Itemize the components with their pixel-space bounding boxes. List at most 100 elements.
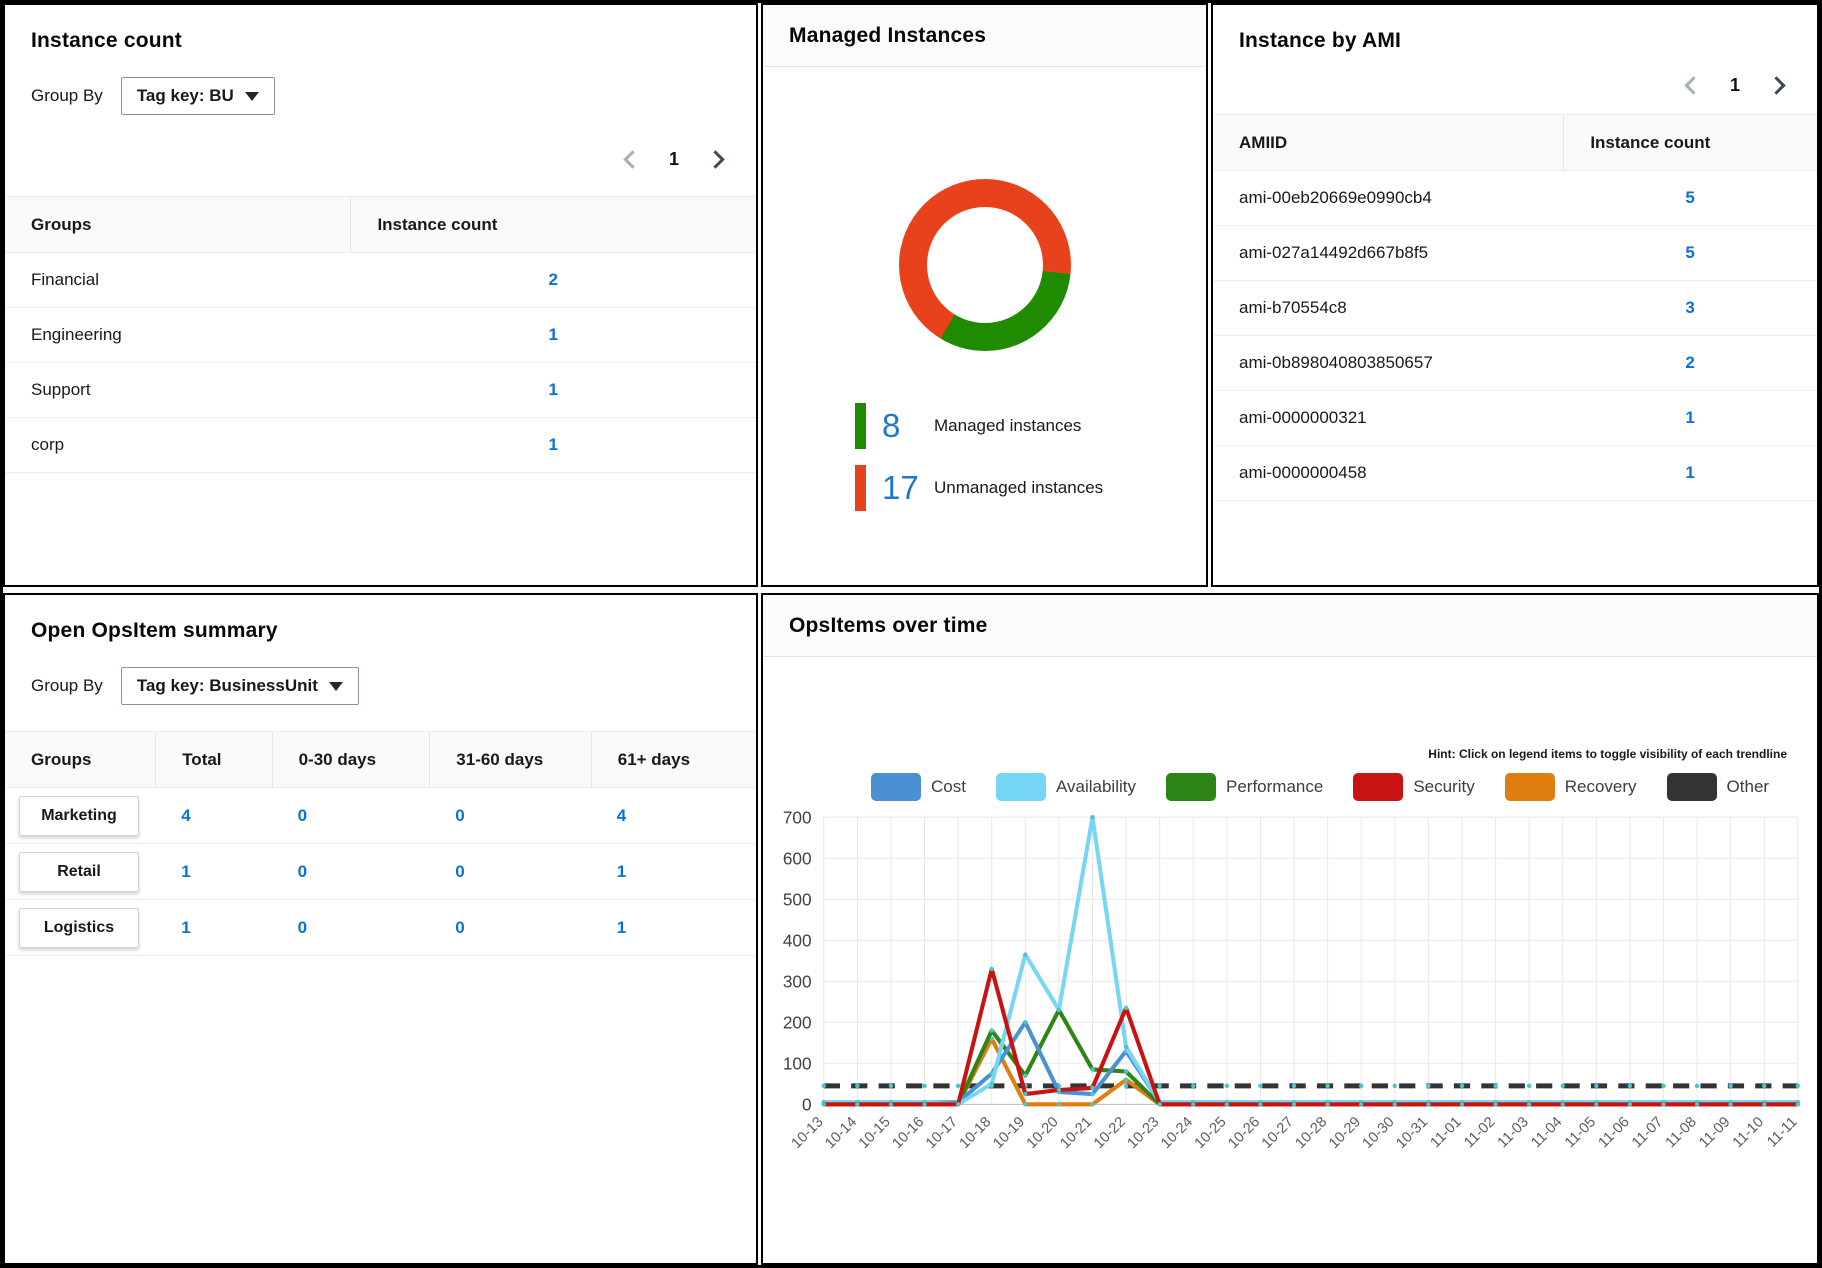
data-point-marker [1123, 1044, 1129, 1050]
legend-swatch [855, 403, 866, 449]
group-button[interactable]: Retail [19, 851, 139, 892]
svg-text:10-31: 10-31 [1393, 1114, 1431, 1152]
column-header-instance-count: Instance count [350, 197, 756, 252]
days-61-plus-link[interactable]: 4 [616, 805, 627, 825]
managed-count-link[interactable]: 8 [882, 407, 901, 444]
data-point-marker [1325, 1102, 1330, 1107]
page-number[interactable]: 1 [1729, 75, 1740, 95]
days-0-30-link[interactable]: 0 [297, 861, 308, 881]
data-point-marker [1694, 1083, 1700, 1089]
data-point-marker [1627, 1102, 1633, 1107]
table-header: AMIID Instance count [1213, 114, 1817, 171]
data-point-marker [855, 1102, 860, 1107]
legend-label: Recovery [1564, 777, 1637, 796]
legend-item-managed: 8 Managed instances [855, 403, 1206, 449]
days-31-60-link[interactable]: 0 [455, 805, 465, 825]
data-point-marker [821, 1102, 827, 1107]
dashboard-bottom-row: Open OpsItem summary Group By Tag key: B… [3, 593, 1819, 1265]
group-button[interactable]: Marketing [19, 795, 139, 836]
group-by-value: Tag key: BusinessUnit [136, 676, 318, 695]
chart-legend-item-performance[interactable]: Performance [1165, 773, 1324, 801]
data-point-marker [1123, 1069, 1129, 1074]
previous-page-icon[interactable] [1684, 76, 1703, 95]
count-link[interactable]: 2 [1685, 353, 1695, 372]
table-header: Groups Instance count [5, 196, 756, 253]
data-point-marker [1493, 1083, 1498, 1089]
next-page-icon[interactable] [706, 150, 725, 169]
chart-legend-item-security[interactable]: Security [1353, 773, 1475, 801]
panel-header: Managed Instances [763, 5, 1206, 67]
count-link[interactable]: 1 [1685, 408, 1695, 427]
column-header-instance-count: Instance count [1563, 115, 1817, 170]
table-row: ami-0b898040803850657 2 [1213, 336, 1817, 391]
legend-item-unmanaged: 17 Unmanaged instances [855, 465, 1206, 511]
chart-legend-item-cost[interactable]: Cost [871, 773, 966, 801]
instance-by-ami-title: Instance by AMI [1239, 29, 1402, 52]
days-0-30-link[interactable]: 0 [297, 805, 308, 825]
legend-label: Availability [1055, 777, 1136, 796]
previous-page-icon[interactable] [623, 150, 642, 169]
count-link[interactable]: 5 [1685, 243, 1695, 262]
legend-label: Cost [931, 777, 966, 796]
data-point-marker [1594, 1102, 1599, 1107]
data-point-marker [1291, 1102, 1297, 1107]
chart-legend-item-recovery[interactable]: Recovery [1504, 773, 1637, 801]
data-point-marker [1627, 1083, 1633, 1089]
panel-open-opsitem-summary: Open OpsItem summary Group By Tag key: B… [3, 593, 758, 1265]
count-link[interactable]: 1 [548, 380, 558, 399]
days-31-60-link[interactable]: 0 [455, 861, 465, 881]
count-link[interactable]: 2 [548, 270, 558, 289]
data-point-marker [955, 1083, 961, 1089]
page-number[interactable]: 1 [668, 149, 679, 169]
pagination: 1 [31, 149, 730, 170]
count-link[interactable]: 1 [548, 325, 558, 344]
managed-instances-donut-chart [898, 179, 1071, 351]
data-point-marker [1594, 1083, 1599, 1089]
svg-text:11-09: 11-09 [1696, 1114, 1733, 1151]
svg-text:10-19: 10-19 [990, 1114, 1028, 1152]
svg-text:10-27: 10-27 [1259, 1114, 1297, 1152]
svg-text:11-07: 11-07 [1629, 1114, 1666, 1151]
trendline-availability [823, 815, 1798, 1107]
count-link[interactable]: 5 [1685, 188, 1695, 207]
data-point-marker [1258, 1102, 1263, 1107]
table-header: Groups Total 0-30 days 31-60 days 61+ da… [5, 731, 756, 788]
table-row: ami-00eb20669e0990cb4 5 [1213, 171, 1817, 226]
next-page-icon[interactable] [1767, 76, 1786, 95]
chart-legend-item-availability[interactable]: Availability [995, 773, 1136, 801]
opsitem-summary-title: Open OpsItem summary [31, 619, 278, 642]
days-61-plus-link[interactable]: 1 [616, 917, 627, 937]
count-link[interactable]: 3 [1685, 298, 1695, 317]
data-point-marker [1023, 952, 1028, 957]
count-link[interactable]: 1 [548, 435, 558, 454]
total-link[interactable]: 1 [181, 861, 191, 881]
data-point-marker [1258, 1083, 1263, 1089]
group-button[interactable]: Logistics [19, 907, 139, 948]
unmanaged-count-link[interactable]: 17 [882, 469, 919, 506]
days-0-30-link[interactable]: 0 [297, 917, 308, 937]
svg-text:11-04: 11-04 [1528, 1114, 1565, 1151]
table-row: Marketing 4 0 0 4 [5, 788, 756, 844]
count-link[interactable]: 1 [1685, 463, 1695, 482]
group-name: Support [31, 380, 91, 399]
table-row: Financial 2 [5, 253, 756, 308]
total-link[interactable]: 1 [181, 917, 191, 937]
panel-managed-instances: Managed Instances 8 Managed instances 17… [761, 3, 1208, 587]
data-point-marker [1795, 1083, 1801, 1089]
data-point-marker [1224, 1083, 1230, 1089]
days-61-plus-link[interactable]: 1 [616, 861, 627, 881]
group-by-dropdown[interactable]: Tag key: BusinessUnit [120, 667, 359, 705]
data-point-marker [922, 1083, 927, 1089]
svg-text:10-29: 10-29 [1326, 1114, 1364, 1152]
data-point-marker [1728, 1102, 1733, 1107]
data-point-marker [888, 1102, 894, 1107]
data-point-marker [1694, 1102, 1700, 1107]
chart-legend-item-other[interactable]: Other [1666, 773, 1769, 801]
ami-id: ami-0000000458 [1239, 463, 1367, 482]
group-by-dropdown[interactable]: Tag key: BU [120, 77, 275, 115]
total-link[interactable]: 4 [181, 805, 191, 825]
trendline-security [823, 966, 1798, 1107]
dashboard-top-row: Instance count Group By Tag key: BU 1 Gr… [3, 3, 1819, 587]
legend-label: Performance [1225, 777, 1324, 796]
days-31-60-link[interactable]: 0 [455, 917, 465, 937]
